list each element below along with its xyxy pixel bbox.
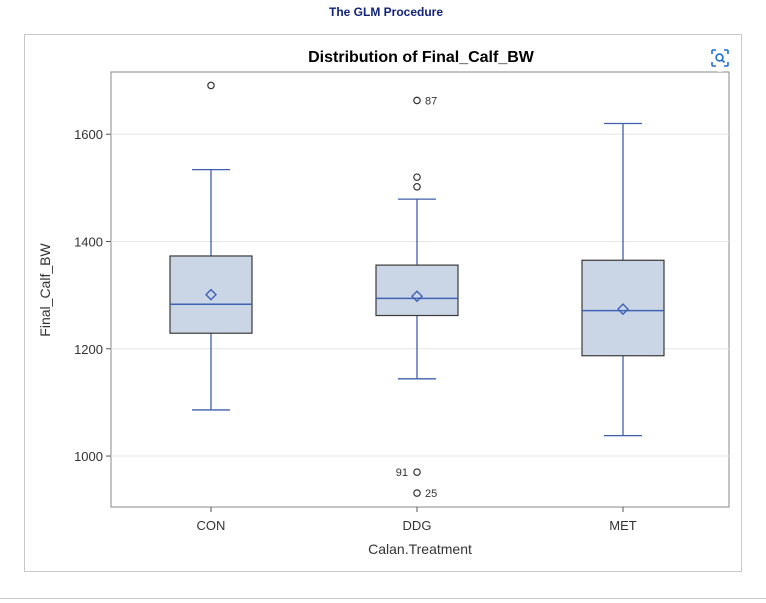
outlier-point bbox=[413, 468, 421, 476]
boxes-group: 87 91 25 bbox=[169, 81, 665, 500]
y-tick-label: 1600 bbox=[74, 127, 103, 142]
outlier-label: 91 bbox=[396, 467, 408, 479]
mean-marker bbox=[205, 288, 217, 301]
iqr-box bbox=[169, 255, 253, 334]
box-group-met bbox=[581, 122, 665, 437]
x-tick-label: DDG bbox=[403, 518, 432, 533]
zoom-button[interactable] bbox=[706, 44, 734, 72]
outlier-point bbox=[413, 96, 421, 105]
mean-marker bbox=[411, 290, 423, 303]
x-axis-label: Calan.Treatment bbox=[368, 541, 472, 557]
outlier-point bbox=[413, 489, 421, 497]
outlier-point bbox=[413, 173, 421, 181]
focus-zoom-icon bbox=[711, 49, 729, 67]
y-axis-ticks: 1000 1200 1400 1600 bbox=[74, 127, 111, 464]
procedure-title: The GLM Procedure bbox=[328, 5, 444, 19]
bottom-divider bbox=[0, 598, 766, 599]
x-tick-label: MET bbox=[609, 518, 637, 533]
outlier-point bbox=[413, 182, 421, 191]
mean-marker bbox=[617, 303, 629, 316]
box-group-con bbox=[169, 81, 253, 411]
x-axis-ticks: CON DDG MET bbox=[197, 507, 637, 533]
outlier-point bbox=[207, 81, 215, 90]
y-tick-label: 1000 bbox=[74, 449, 103, 464]
outlier-label: 25 bbox=[425, 488, 437, 500]
box-group-ddg: 87 91 25 bbox=[375, 95, 459, 500]
y-axis-label: Final_Calf_BW bbox=[37, 243, 53, 337]
x-tick-label: CON bbox=[197, 518, 226, 533]
chart-title: Distribution of Final_Calf_BW bbox=[308, 49, 535, 66]
y-tick-label: 1200 bbox=[74, 342, 103, 357]
iqr-box bbox=[581, 259, 665, 357]
y-tick-label: 1400 bbox=[74, 234, 103, 249]
iqr-box bbox=[375, 264, 459, 317]
outlier-label: 87 bbox=[425, 95, 437, 107]
